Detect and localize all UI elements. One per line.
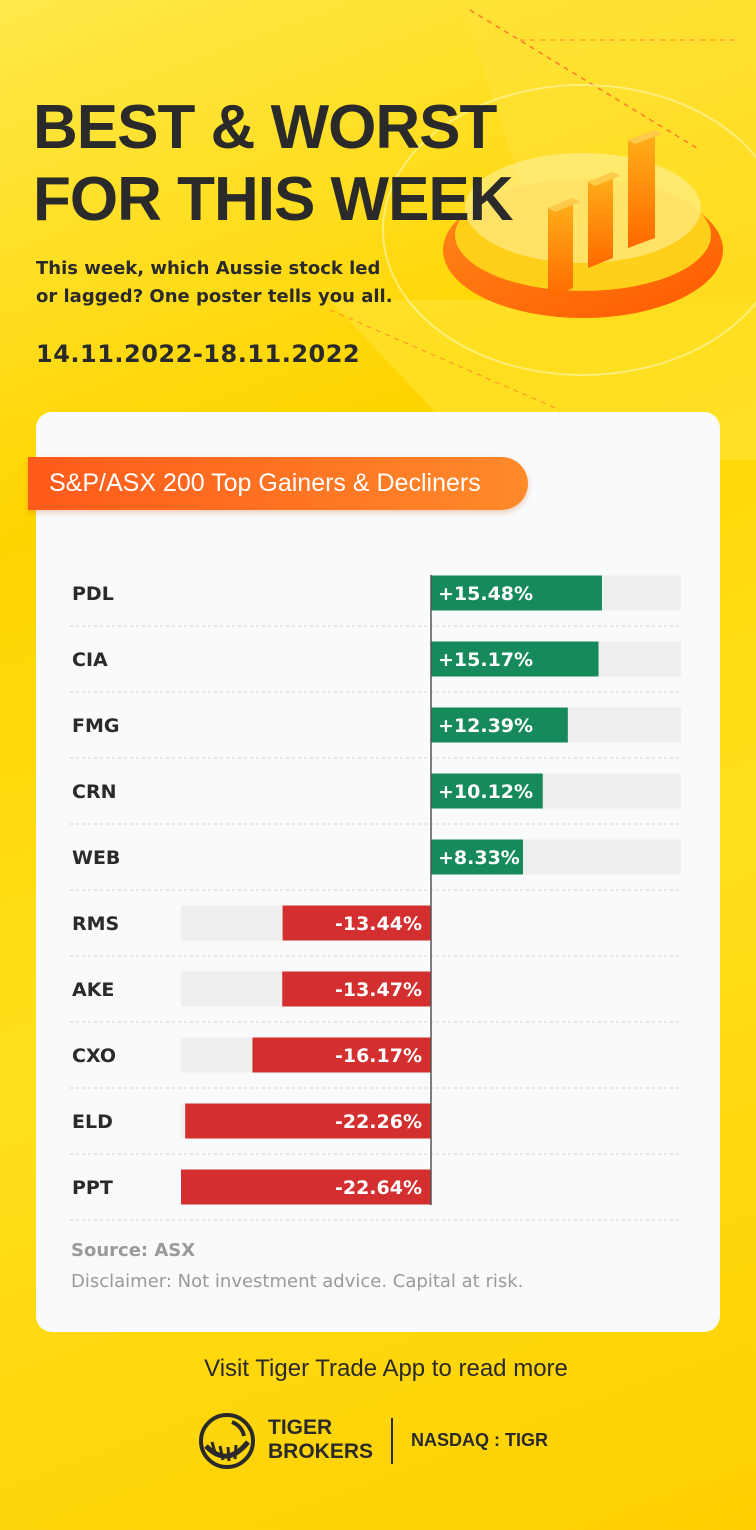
value-label: +10.12% bbox=[438, 781, 533, 803]
subtitle-line-2: or lagged? One poster tells you all. bbox=[36, 286, 393, 307]
source-note: Source: ASX bbox=[71, 1240, 196, 1261]
bar bbox=[431, 575, 602, 611]
bar bbox=[252, 1037, 431, 1073]
category-label: CRN bbox=[72, 781, 116, 803]
brand-line-1: TIGER bbox=[268, 1416, 333, 1439]
chart-graphic-icon bbox=[443, 130, 723, 318]
bar bbox=[282, 905, 431, 941]
category-label: PDL bbox=[72, 583, 114, 605]
bar bbox=[431, 839, 523, 875]
bar bbox=[185, 1103, 431, 1139]
value-label: -16.17% bbox=[335, 1045, 422, 1067]
brand-line-2: BROKERS bbox=[268, 1440, 374, 1463]
category-label: WEB bbox=[72, 847, 120, 869]
bar bbox=[181, 1169, 431, 1205]
category-label: CXO bbox=[72, 1045, 116, 1067]
value-label: -13.47% bbox=[335, 979, 422, 1001]
footer-divider bbox=[391, 1418, 393, 1464]
date-range: 14.11.2022-18.11.2022 bbox=[36, 340, 361, 368]
chart-heading: S&P/ASX 200 Top Gainers & Decliners bbox=[28, 457, 528, 510]
page-title: BEST & WORST FOR THIS WEEK bbox=[33, 92, 514, 236]
tiger-logo-icon bbox=[199, 1413, 255, 1469]
brand-name: TIGER BROKERS bbox=[268, 1416, 373, 1464]
title-line-1: BEST & WORST bbox=[33, 93, 497, 162]
nasdaq-ticker: NASDAQ : TIGR bbox=[411, 1430, 548, 1450]
value-label: -13.44% bbox=[335, 913, 422, 935]
disclaimer-note: Disclaimer: Not investment advice. Capit… bbox=[71, 1271, 524, 1292]
bar bbox=[431, 707, 568, 743]
subtitle-line-1: This week, which Aussie stock led bbox=[36, 258, 381, 279]
value-label: +15.17% bbox=[438, 649, 533, 671]
value-label: -22.26% bbox=[335, 1111, 422, 1133]
category-label: ELD bbox=[72, 1111, 113, 1133]
value-label: +12.39% bbox=[438, 715, 533, 737]
bar bbox=[431, 773, 543, 809]
value-label: -22.64% bbox=[335, 1177, 422, 1199]
bar bbox=[431, 641, 599, 677]
category-label: CIA bbox=[72, 649, 108, 671]
title-line-2: FOR THIS WEEK bbox=[33, 165, 514, 234]
bar bbox=[282, 971, 431, 1007]
subtitle: This week, which Aussie stock led or lag… bbox=[36, 255, 456, 311]
value-label: +15.48% bbox=[438, 583, 533, 605]
category-label: AKE bbox=[72, 979, 114, 1001]
visit-app-text: Visit Tiger Trade App to read more bbox=[204, 1355, 568, 1382]
category-label: PPT bbox=[72, 1177, 113, 1199]
category-label: FMG bbox=[72, 715, 119, 737]
value-label: +8.33% bbox=[438, 847, 520, 869]
category-label: RMS bbox=[72, 913, 119, 935]
